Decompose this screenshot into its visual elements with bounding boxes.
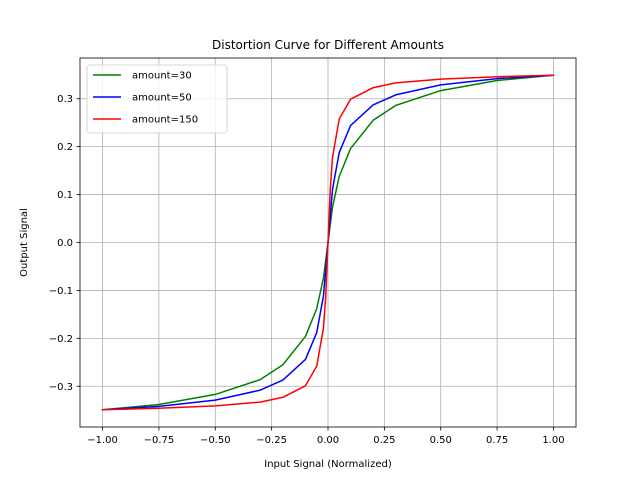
y-tick-label: 0.1 — [57, 190, 73, 201]
y-tick-label: −0.2 — [49, 334, 73, 345]
y-tick-label: −0.3 — [49, 382, 73, 393]
y-tick-label: 0.2 — [57, 142, 73, 153]
x-tick-label: 1.00 — [542, 435, 564, 446]
y-tick-label: −0.1 — [49, 286, 73, 297]
x-tick-label: 0.00 — [317, 435, 339, 446]
y-axis-label: Output Signal — [19, 208, 30, 277]
legend-box — [86, 64, 228, 134]
x-tick-label: −0.50 — [200, 435, 231, 446]
x-tick-label: −0.75 — [144, 435, 175, 446]
legend-label: amount=30 — [132, 71, 192, 82]
legend-label: amount=150 — [132, 115, 198, 126]
x-tick-label: −0.25 — [256, 435, 287, 446]
x-axis-ticks: −1.00 −0.75 −0.50 −0.25 0.00 0.25 0.50 0.75 1.00 — [87, 427, 565, 446]
x-tick-label: 0.25 — [373, 435, 395, 446]
series-layer — [101, 74, 555, 411]
chart-title: Distortion Curve for Different Amounts — [212, 38, 444, 52]
series-line-amount-150 — [101, 74, 555, 411]
x-axis-label: Input Signal (Normalized) — [264, 459, 392, 470]
y-tick-label: 0.0 — [57, 238, 73, 249]
y-axis-ticks: −0.3 −0.2 −0.1 0.0 0.1 0.2 0.3 — [49, 94, 80, 393]
y-tick-label: 0.3 — [57, 94, 73, 105]
x-tick-label: 0.75 — [486, 435, 508, 446]
legend-label: amount=50 — [132, 93, 192, 104]
x-tick-label: 0.50 — [430, 435, 452, 446]
x-tick-label: −1.00 — [87, 435, 118, 446]
legend: amount=30 amount=50 amount=150 — [86, 64, 228, 134]
